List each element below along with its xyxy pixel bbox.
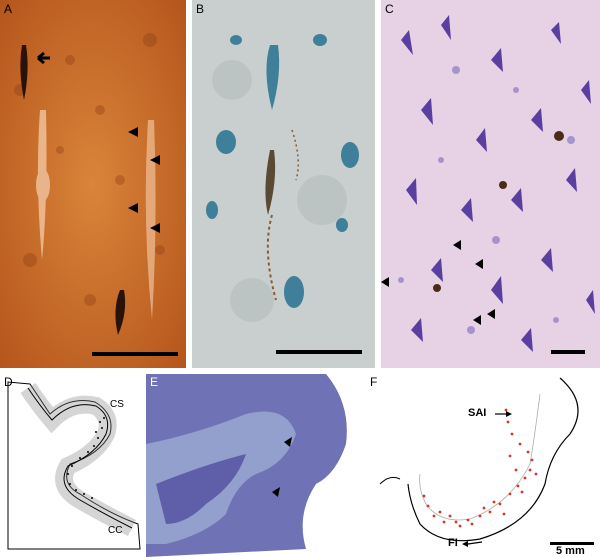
panel-a: A	[0, 0, 186, 368]
panel-a-micrograph	[0, 0, 186, 368]
panel-b-label: B	[196, 2, 205, 16]
panel-f-label: F	[370, 375, 378, 389]
panel-c-micrograph	[381, 0, 600, 368]
panel-c-scale-bar	[551, 350, 585, 354]
panel-e-micrograph	[146, 374, 354, 557]
panel-b-scale-bar	[276, 350, 362, 354]
panel-c-label: C	[385, 2, 394, 16]
panel-a-scale-bar	[92, 352, 178, 356]
panel-d-label: D	[4, 375, 13, 389]
panel-c: C	[381, 0, 600, 368]
panel-a-label: A	[4, 2, 13, 16]
panel-f-diagram	[360, 374, 600, 557]
panel-f: F SAI FI 5 mm	[360, 374, 600, 557]
panel-b-micrograph	[192, 0, 375, 368]
panel-d-cc-label: CC	[108, 525, 123, 536]
panel-e: E	[146, 374, 354, 557]
panel-f-sai-label: SAI	[468, 407, 487, 419]
panel-e-label: E	[150, 375, 159, 389]
panel-d-cs-label: CS	[110, 399, 124, 410]
panel-f-fi-label: FI	[448, 537, 458, 549]
panel-d-diagram	[0, 374, 142, 557]
panel-f-scale-label: 5 mm	[556, 545, 585, 557]
panel-d: D CS CC	[0, 374, 142, 557]
panel-b: B	[192, 0, 375, 368]
